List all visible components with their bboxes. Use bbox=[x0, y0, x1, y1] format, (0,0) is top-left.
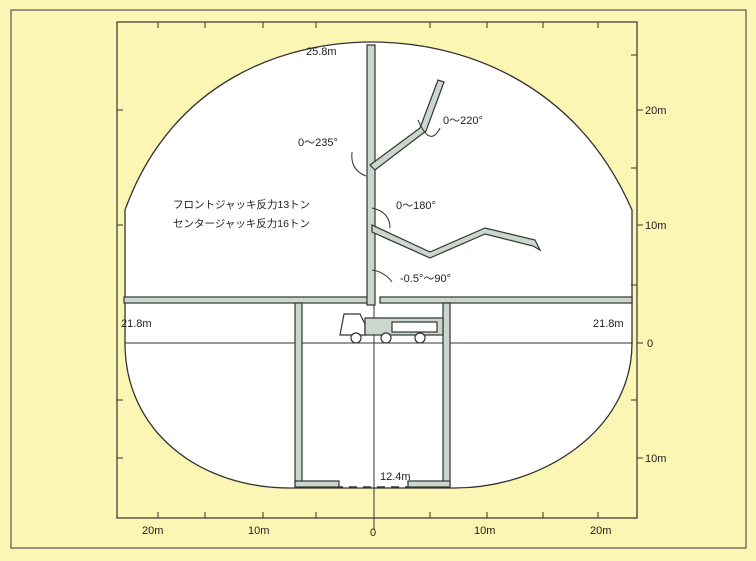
label-bottom-span: 12.4m bbox=[380, 471, 411, 483]
label-front-jack: フロントジャッキ反力13トン bbox=[173, 198, 310, 211]
bottom-tick-label: 10m bbox=[474, 525, 495, 537]
vertical-outriggers bbox=[294, 302, 451, 488]
plot-frame bbox=[116, 21, 638, 519]
label-angle-180: 0～180° bbox=[396, 200, 436, 212]
right-tick-label: 0 bbox=[647, 338, 653, 350]
label-angle-base: -0.5°～90° bbox=[400, 273, 451, 285]
right-tick-label: 10m bbox=[645, 220, 666, 232]
label-top-height: 25.8m bbox=[306, 46, 337, 58]
pump-truck bbox=[339, 313, 444, 344]
frame-ticks bbox=[117, 22, 643, 518]
label-angle-235: 0～235° bbox=[298, 137, 338, 149]
label-right-span: 21.8m bbox=[593, 318, 624, 330]
label-center-jack: センタージャッキ反力16トン bbox=[173, 217, 310, 230]
bottom-tick-label: 10m bbox=[248, 525, 269, 537]
upper-extended-boom bbox=[369, 79, 445, 171]
bottom-tick-label: 0 bbox=[370, 527, 376, 539]
bottom-tick-label: 20m bbox=[142, 525, 163, 537]
outer-frame bbox=[10, 9, 747, 549]
label-left-span: 21.8m bbox=[121, 318, 152, 330]
label-angle-220: 0～220° bbox=[443, 115, 483, 127]
middle-extended-boom bbox=[371, 224, 542, 259]
right-tick-label: 10m bbox=[645, 453, 666, 465]
reach-envelope bbox=[124, 41, 633, 489]
right-tick-label: 20m bbox=[645, 105, 666, 117]
vertical-boom bbox=[366, 44, 376, 306]
bottom-tick-label: 20m bbox=[590, 525, 611, 537]
rotation-arcs bbox=[351, 119, 441, 283]
